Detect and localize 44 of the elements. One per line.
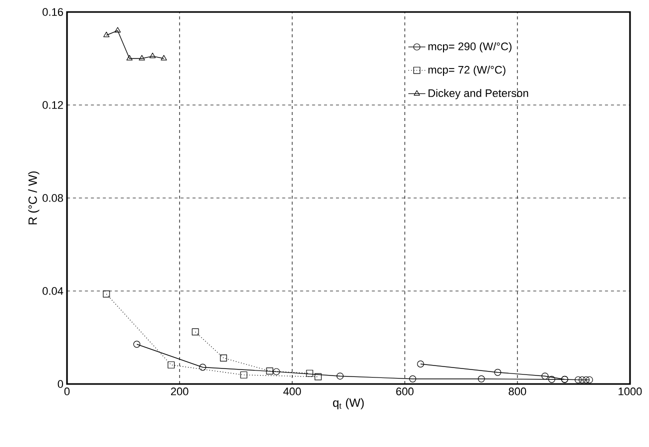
legend-label: mcp= 290 (W/°C) — [428, 42, 512, 52]
point — [478, 375, 485, 382]
y-tick-label: 0.16 — [42, 8, 63, 16]
point — [548, 376, 556, 383]
y-tick-label: 0.04 — [42, 287, 64, 295]
point — [133, 340, 140, 348]
point — [266, 367, 274, 374]
y-tick-label: 0.08 — [42, 194, 63, 202]
legend-label: mcp= 72 (W/°C) — [428, 66, 506, 76]
point — [102, 290, 110, 298]
x-axis-title: q$_{t}$ (W) — [333, 398, 364, 410]
point — [306, 370, 314, 377]
point — [114, 27, 121, 32]
point — [220, 354, 228, 362]
point — [582, 376, 590, 384]
point — [126, 55, 133, 60]
point — [574, 376, 582, 384]
point — [578, 376, 586, 384]
point — [168, 361, 175, 368]
point — [494, 368, 502, 376]
y-axis-title: R (°C / W) — [28, 171, 40, 224]
point — [150, 52, 156, 58]
point — [240, 371, 248, 378]
x-tick-label: 1000 — [618, 388, 642, 396]
x-tick-label: 600 — [396, 388, 414, 396]
point — [417, 360, 424, 368]
x-tick-label: 200 — [171, 388, 188, 396]
x-tick-label: 400 — [283, 388, 301, 396]
legend-label: Dickey and Peterson — [428, 88, 528, 100]
point — [103, 32, 110, 38]
point — [409, 375, 416, 382]
point — [192, 328, 199, 336]
point — [160, 55, 167, 60]
point — [138, 55, 145, 60]
y-tick-label: 0 — [58, 380, 64, 388]
x-tick-label: 800 — [508, 388, 526, 396]
y-tick-label: 0.12 — [42, 101, 63, 109]
point — [586, 376, 593, 384]
point — [272, 368, 280, 376]
point — [199, 364, 206, 371]
point — [314, 373, 322, 380]
x-tick-label: 0 — [64, 388, 70, 396]
point — [542, 372, 548, 380]
point — [336, 372, 344, 380]
